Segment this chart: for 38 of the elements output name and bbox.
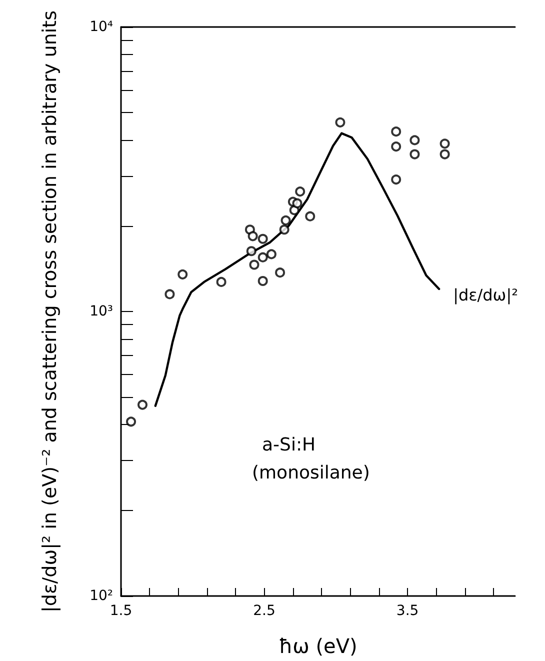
point	[391, 142, 402, 152]
y-tick-label: 10⁴	[90, 19, 114, 35]
point	[275, 268, 286, 278]
point	[280, 215, 291, 226]
point	[258, 276, 268, 286]
point	[126, 416, 136, 427]
point	[138, 400, 148, 410]
point	[391, 174, 402, 185]
point	[258, 234, 268, 244]
point	[248, 231, 258, 242]
point	[178, 269, 188, 280]
point	[305, 211, 316, 222]
x-tick-label: 2.5	[253, 603, 276, 619]
point	[216, 276, 226, 287]
point	[295, 186, 306, 197]
x-axis-title: ħω (eV)	[278, 634, 358, 658]
point	[410, 135, 420, 146]
x-tick-label: 3.5	[396, 603, 419, 619]
y-tick-label: 10³	[90, 304, 113, 320]
point	[164, 289, 175, 300]
point	[440, 149, 450, 160]
point	[249, 260, 260, 270]
y-tick-label: 10²	[90, 588, 113, 604]
point	[292, 198, 302, 208]
x-tick-label: 1.5	[110, 603, 132, 619]
point	[410, 149, 420, 160]
line-series	[154, 132, 440, 407]
annotation: (monosilane)	[252, 462, 370, 484]
series-label: |dε/dω|²	[453, 285, 518, 304]
annotation: a-Si:H	[262, 434, 316, 456]
point	[279, 224, 290, 235]
point	[391, 126, 402, 137]
y-axis-title: |dε/dω|² in (eV)⁻² and scattering cross section in arbitrary units	[39, 10, 61, 612]
point	[258, 252, 268, 262]
point	[246, 246, 256, 256]
point	[266, 249, 276, 260]
point	[440, 138, 450, 149]
point	[335, 117, 346, 128]
